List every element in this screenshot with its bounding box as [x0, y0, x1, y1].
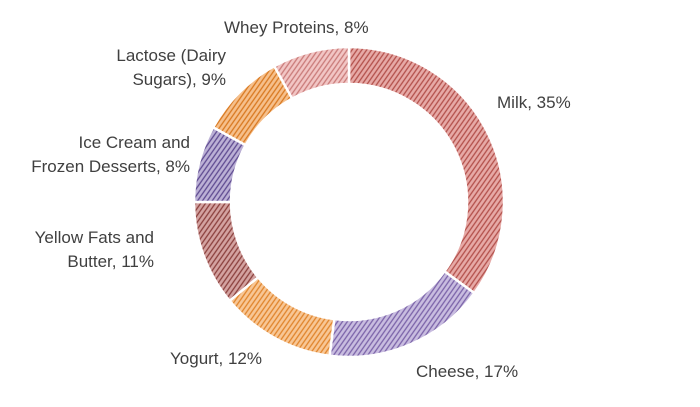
slice-whey-proteins [272, 45, 351, 101]
donut-slices [192, 45, 506, 359]
label-lactose-dairy-sugars: Lactose (Dairy Sugars), 9% [116, 46, 226, 89]
data-labels: Milk, 35% Cheese, 17% Yogurt, 12% Yellow Fa… [31, 18, 570, 381]
label-milk: Milk, 35% [497, 93, 571, 112]
label-yellow-fats-and-butter: Yellow Fats and Butter, 11% [35, 228, 154, 271]
label-whey-proteins: Whey Proteins, 8% [224, 18, 369, 37]
label-yogurt: Yogurt, 12% [170, 349, 262, 368]
slice-milk [347, 45, 506, 295]
slice-yellow-fats-and-butter [192, 200, 260, 303]
label-ice-cream-and-frozen-desserts: Ice Cream and Frozen Desserts, 8% [31, 133, 190, 176]
slice-cheese [328, 269, 477, 359]
label-cheese: Cheese, 17% [416, 362, 518, 381]
